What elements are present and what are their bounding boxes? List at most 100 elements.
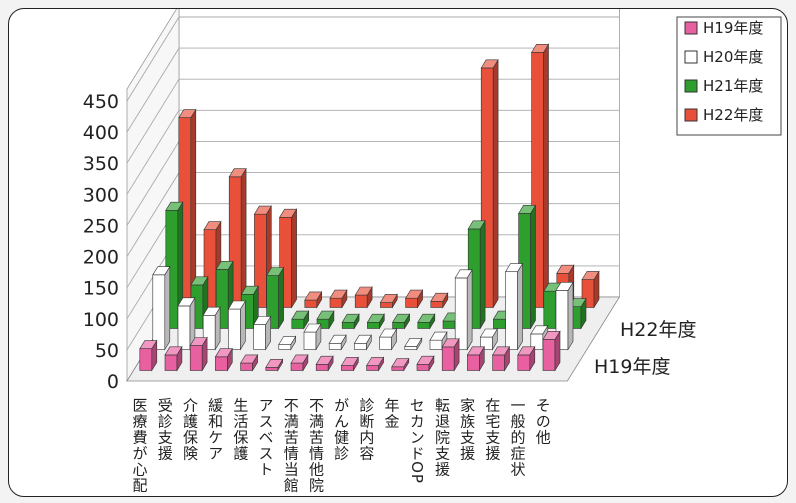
bar-top bbox=[404, 337, 423, 347]
bar-front bbox=[379, 336, 392, 350]
bar-top bbox=[328, 334, 347, 344]
bar bbox=[315, 355, 334, 372]
bar bbox=[353, 334, 372, 351]
y-tick-label: 0 bbox=[107, 371, 119, 393]
bar-side bbox=[291, 208, 297, 309]
bar-front bbox=[291, 318, 305, 329]
y-tick-label: 50 bbox=[95, 340, 119, 362]
bar bbox=[417, 313, 436, 330]
bar bbox=[164, 345, 183, 372]
bar-side bbox=[278, 266, 284, 330]
bar-front bbox=[391, 366, 405, 371]
bar bbox=[278, 335, 297, 351]
bar bbox=[430, 292, 449, 309]
bar-front bbox=[543, 290, 557, 329]
bar-front bbox=[341, 365, 354, 371]
bar-top bbox=[492, 346, 511, 356]
bar-top bbox=[291, 310, 310, 320]
y-tick-label: 300 bbox=[83, 184, 119, 206]
bar-top bbox=[177, 297, 196, 307]
bar-side bbox=[240, 167, 247, 309]
bar-top bbox=[518, 205, 537, 214]
bar-top bbox=[203, 221, 222, 230]
bar-top bbox=[139, 340, 158, 350]
bar bbox=[240, 353, 259, 372]
bar bbox=[290, 353, 309, 372]
bar-top bbox=[265, 358, 284, 368]
bar bbox=[454, 268, 473, 351]
bar-front bbox=[303, 331, 317, 350]
bar-front bbox=[152, 274, 166, 350]
bar-top bbox=[316, 310, 335, 320]
bar-top bbox=[354, 286, 373, 296]
bar-top bbox=[556, 264, 575, 274]
bar bbox=[492, 345, 511, 372]
gridline bbox=[126, 16, 620, 102]
bar-top bbox=[215, 261, 234, 270]
bar-top bbox=[391, 358, 410, 368]
bar bbox=[479, 327, 498, 351]
legend-label: H20年度 bbox=[703, 48, 763, 66]
bar-front bbox=[228, 308, 241, 350]
bar-front bbox=[429, 339, 443, 350]
bar bbox=[441, 337, 460, 372]
bar bbox=[354, 285, 373, 309]
bar bbox=[341, 313, 360, 330]
bar-front bbox=[430, 300, 444, 308]
bar-front bbox=[416, 363, 430, 371]
chart-frame: 0 50 100 150 200 250 300 350 400 450 医療費が心配 受診支援 介護保… bbox=[8, 8, 788, 497]
bar-top bbox=[441, 338, 460, 348]
bar-top bbox=[278, 336, 297, 345]
depth-label: H19年度 bbox=[594, 356, 670, 378]
bar bbox=[467, 219, 486, 330]
category-label: 生活保護 bbox=[231, 397, 249, 461]
legend-label: H21年度 bbox=[703, 77, 763, 95]
bar-top bbox=[152, 266, 171, 276]
bar-top bbox=[165, 201, 184, 211]
bar-side bbox=[479, 219, 486, 330]
bar-top bbox=[480, 59, 499, 69]
bar-top bbox=[392, 313, 411, 323]
y-tick-label: 450 bbox=[83, 91, 119, 113]
bar-top bbox=[454, 269, 473, 279]
bar-top bbox=[467, 220, 486, 230]
bar-front bbox=[354, 342, 367, 350]
bar-front bbox=[253, 324, 266, 350]
bar-front bbox=[328, 342, 342, 350]
bar-top bbox=[240, 285, 259, 295]
bar-top bbox=[189, 337, 208, 346]
bar-top bbox=[303, 323, 322, 333]
bar-top bbox=[240, 354, 259, 364]
bar-side bbox=[466, 268, 473, 351]
legend-label: H22年度 bbox=[703, 106, 763, 124]
legend-swatch bbox=[684, 21, 698, 35]
bar-side bbox=[543, 43, 549, 309]
bar-top bbox=[340, 357, 359, 366]
bar bbox=[505, 262, 524, 351]
bar-front bbox=[392, 321, 405, 329]
category-label: 年金 bbox=[383, 397, 401, 429]
bar-top bbox=[366, 357, 385, 366]
bar-top bbox=[315, 355, 334, 365]
bar-top bbox=[379, 294, 398, 303]
bar-top bbox=[341, 313, 360, 323]
bar-front bbox=[417, 321, 431, 329]
bar-front bbox=[366, 365, 379, 371]
bar-top bbox=[304, 291, 323, 301]
bar-top bbox=[266, 267, 285, 276]
bar bbox=[316, 310, 335, 330]
bar-top bbox=[164, 346, 183, 356]
bar-front bbox=[265, 367, 279, 371]
bar-top bbox=[228, 168, 247, 178]
bar bbox=[304, 290, 323, 309]
bar-top bbox=[227, 300, 246, 310]
category-label: 在宅支援 bbox=[483, 397, 501, 461]
bar bbox=[416, 355, 435, 372]
category-label: 不満苦情当館 bbox=[282, 397, 300, 493]
bar-top bbox=[366, 313, 385, 323]
bar-front bbox=[329, 297, 343, 308]
bar-front bbox=[215, 356, 228, 371]
bar-top bbox=[530, 325, 549, 335]
category-label: アスベスト bbox=[257, 397, 275, 477]
bar bbox=[391, 357, 410, 372]
